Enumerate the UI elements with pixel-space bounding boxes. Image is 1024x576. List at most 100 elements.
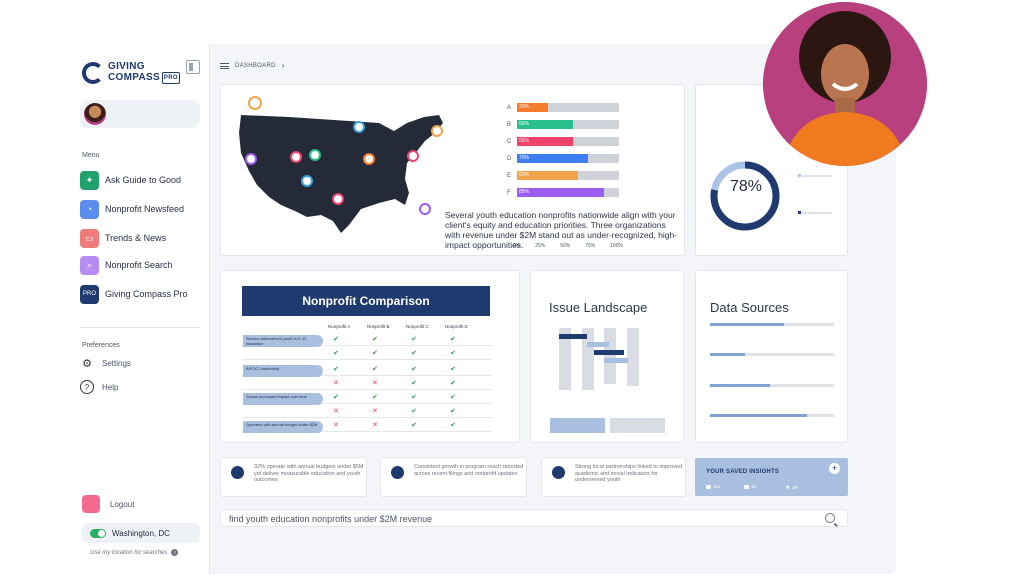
data-source-bar-3 bbox=[710, 384, 834, 387]
check-icon: ✔ bbox=[372, 336, 378, 343]
menu-icon[interactable] bbox=[220, 62, 229, 69]
criteria-label: Operates with annual budget under $2M bbox=[243, 421, 323, 433]
check-icon: ✔ bbox=[411, 366, 417, 373]
breadcrumb-label[interactable]: DASHBOARD bbox=[235, 62, 276, 69]
bar-track: 85% bbox=[517, 188, 619, 197]
menu-label: Nonprofit Newsfeed bbox=[105, 204, 185, 214]
insight-card-2[interactable]: Consistent growth in program reach repor… bbox=[380, 457, 527, 497]
donut-value: 78% bbox=[729, 178, 763, 195]
menu-item-giving-compass-pro[interactable]: PRO Giving Compass Pro bbox=[80, 284, 205, 304]
bar: 55% bbox=[517, 120, 574, 129]
column-header: Nonprofit D bbox=[445, 324, 468, 329]
search-input[interactable] bbox=[229, 512, 819, 525]
saved-stat-3: ★ 29 bbox=[785, 485, 798, 491]
bar-category-label: A bbox=[507, 104, 512, 111]
issue-legend-light bbox=[550, 418, 605, 433]
x-tick-label: 25% bbox=[535, 243, 546, 249]
pro-badge-icon: PRO bbox=[80, 284, 99, 304]
map-pin-4 bbox=[309, 149, 321, 161]
logout-label: Logout bbox=[110, 499, 135, 509]
bar-category-label: B bbox=[507, 121, 512, 128]
comparison-row: ✔ ✔ ✔ ✔ bbox=[242, 346, 492, 360]
location-label: Washington, DC bbox=[112, 528, 170, 538]
map-card: A 30% B 55% C 55% D 70% E 60% F 85% 0% 25% 50% 75% 100%… bbox=[220, 84, 685, 256]
comparison-title: Nonprofit Comparison bbox=[242, 286, 490, 316]
check-icon: ✔ bbox=[411, 380, 417, 387]
menu-item-nonprofit-search[interactable]: ⌕ Nonprofit Search bbox=[80, 255, 205, 275]
bar: 60% bbox=[517, 171, 579, 180]
saved-insights-panel[interactable]: YOUR SAVED INSIGHTS + 112 42 ★ 29 bbox=[695, 458, 848, 496]
menu-heading: Menu bbox=[82, 152, 100, 159]
bar-value-label: 55% bbox=[519, 138, 530, 144]
menu-label: Nonprofit Search bbox=[105, 260, 173, 270]
bar-track: 70% bbox=[517, 154, 619, 163]
logout-button[interactable]: Logout bbox=[82, 495, 134, 513]
bar: 30% bbox=[517, 103, 548, 112]
check-icon: ✔ bbox=[450, 350, 456, 357]
search-icon: ⌕ bbox=[80, 255, 99, 275]
map-pin-3 bbox=[290, 151, 302, 163]
check-icon: ✔ bbox=[450, 408, 456, 415]
help-item[interactable]: ? Help bbox=[80, 380, 118, 394]
insight-card-1[interactable]: 32% operate with annual budgets under $5… bbox=[220, 457, 367, 497]
bar-track: 30% bbox=[517, 103, 619, 112]
bar-row: B 55% bbox=[507, 116, 619, 133]
bar-category-label: F bbox=[507, 189, 511, 196]
legend-item-2 bbox=[798, 211, 832, 214]
column-header: Nonprofit C bbox=[406, 324, 429, 329]
issue-landscape-title: Issue Landscape bbox=[549, 300, 648, 315]
map-pin-9 bbox=[332, 193, 344, 205]
menu-item-ask-guide[interactable]: ✦ Ask Guide to Good bbox=[80, 170, 205, 190]
add-insight-button[interactable]: + bbox=[829, 463, 840, 474]
check-icon: ✔ bbox=[411, 408, 417, 415]
map-pin-6 bbox=[363, 153, 375, 165]
data-sources-card[interactable]: Data Sources bbox=[695, 270, 848, 443]
user-profile-pill[interactable] bbox=[80, 100, 200, 128]
bar-category-label: D bbox=[507, 155, 512, 162]
settings-label: Settings bbox=[102, 358, 131, 368]
bar-value-label: 70% bbox=[519, 155, 530, 161]
collapse-sidebar-icon[interactable] bbox=[186, 60, 200, 74]
comparison-row: Serves underserved youth in K-12 educati… bbox=[242, 332, 492, 347]
issue-legend-gray bbox=[610, 418, 665, 433]
search-icon[interactable] bbox=[825, 513, 835, 523]
map-pin-2 bbox=[431, 125, 443, 137]
insight-bullet-icon bbox=[391, 466, 404, 479]
menu-item-trends-news[interactable]: ▭ Trends & News bbox=[80, 228, 205, 248]
location-note: Use my location for searches i bbox=[90, 549, 179, 556]
comparison-row: Shows increased impact over time ✔ ✔ ✔ ✔ bbox=[242, 390, 492, 405]
data-source-bar-2 bbox=[710, 353, 834, 356]
x-tick-label: 50% bbox=[560, 243, 571, 249]
data-sources-title: Data Sources bbox=[710, 300, 789, 315]
insight-card-3[interactable]: Strong local partnerships linked to impr… bbox=[541, 457, 686, 497]
check-icon: ✔ bbox=[450, 422, 456, 429]
portrait-photo bbox=[763, 2, 927, 166]
logo[interactable]: GIVING COMPASS PRO bbox=[82, 62, 180, 84]
bar-category-label: C bbox=[507, 138, 512, 145]
insight-text: Consistent growth in program reach repor… bbox=[414, 464, 524, 477]
legend-item-1 bbox=[798, 174, 832, 177]
criteria-label: Serves underserved youth in K-12 educati… bbox=[243, 335, 323, 347]
menu-item-newsfeed[interactable]: ◔ Nonprofit Newsfeed bbox=[80, 199, 205, 219]
check-icon: ✔ bbox=[411, 422, 417, 429]
issue-landscape-card[interactable]: Issue Landscape bbox=[530, 270, 684, 443]
search-bar bbox=[220, 509, 848, 527]
comparison-row: BIPOC Leadership ✔ ✔ ✔ ✔ bbox=[242, 362, 492, 377]
cross-icon: ✕ bbox=[372, 380, 378, 387]
issue-gantt-thumbnail bbox=[559, 328, 639, 390]
cross-icon: ✕ bbox=[333, 422, 339, 429]
check-icon: ✔ bbox=[411, 350, 417, 357]
chat-sparkle-icon: ✦ bbox=[80, 170, 99, 190]
check-icon: ✔ bbox=[333, 394, 339, 401]
data-source-bar-1 bbox=[710, 323, 834, 326]
info-icon[interactable]: i bbox=[171, 549, 179, 556]
logo-line2: COMPASS bbox=[108, 72, 160, 83]
breadcrumb: DASHBOARD › bbox=[220, 61, 285, 70]
check-icon: ✔ bbox=[372, 394, 378, 401]
column-header: Nonprofit A bbox=[328, 324, 351, 329]
settings-item[interactable]: ⚙ Settings bbox=[80, 356, 131, 370]
check-icon: ✔ bbox=[411, 336, 417, 343]
bar-value-label: 60% bbox=[519, 172, 530, 178]
location-toggle[interactable] bbox=[90, 528, 106, 538]
map-pin-10 bbox=[419, 203, 431, 215]
